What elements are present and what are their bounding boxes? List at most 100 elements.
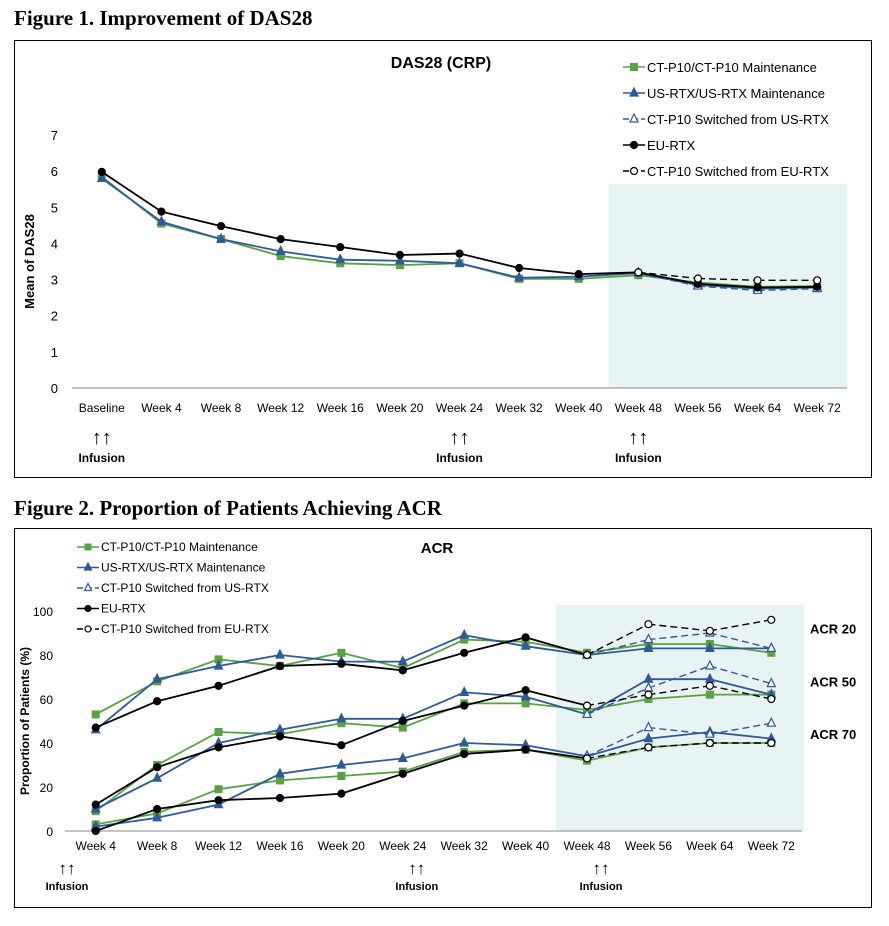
acr-series-5-segment [648, 693, 710, 700]
acr-series-11-segment [648, 731, 710, 740]
x-tick-label: Week 16 [256, 839, 303, 853]
acr-series-1-segment [402, 634, 465, 663]
das28-series-3-point [395, 250, 404, 260]
acr-series-5-point [398, 723, 407, 732]
acr-series-13-segment [218, 797, 280, 802]
das28-series-2-segment [697, 285, 758, 292]
acr-series-13-point [91, 826, 100, 836]
acr-series-3-segment [156, 684, 219, 703]
acr-series-1-segment [525, 645, 588, 656]
acr-series-1-segment [464, 634, 526, 648]
y-tick-label: 3 [51, 273, 58, 288]
das28-line-chart: 0 1 2 3 4 5 6 7 Baseline Week 4 Week 8 Week 12 Week … [22, 55, 847, 465]
das28-series-1-segment [101, 177, 162, 223]
x-tick-label: Week 32 [441, 839, 488, 853]
acr-series-13-point [153, 804, 162, 814]
das28-series-1-segment [399, 259, 460, 265]
group-label-acr70: ACR 70 [810, 727, 856, 742]
das28-series-3-point [515, 263, 524, 273]
das28-series-0-point [395, 261, 404, 270]
x-tick-label: Week 12 [257, 401, 304, 415]
infusion-arrows-1: ↑↑ [450, 427, 470, 449]
das28-series-0-segment [340, 262, 400, 267]
acr-series-5-segment [279, 722, 342, 736]
acr-series-11-segment [156, 803, 219, 819]
x-tick-label: Week 40 [555, 401, 602, 415]
acr-series-8-segment [525, 689, 588, 707]
acr-series-7-point [766, 677, 777, 688]
das28-series-3-segment [697, 283, 758, 289]
das28-series-3-point [753, 283, 762, 292]
chart-title: DAS28 (CRP) [391, 55, 491, 72]
x-tick-label: Week 4 [75, 839, 116, 853]
acr-series-8-segment [95, 766, 158, 806]
das28-series-1-point [96, 172, 107, 182]
das28-series-3-point [336, 242, 345, 252]
acr-series-11-segment [709, 731, 772, 740]
acr-series-11-point [459, 736, 470, 747]
acr-series-6-segment [279, 717, 342, 731]
acr-series-0-point [214, 655, 223, 664]
acr-series-4-point [705, 626, 714, 635]
acr-series-2-point [766, 642, 777, 653]
acr-series-11-segment [341, 757, 403, 766]
legend-label: US-RTX/US-RTX Maintenance [647, 86, 825, 101]
x-tick-label: Week 20 [318, 839, 365, 853]
acr-series-10-segment [279, 775, 342, 782]
acr-series-3-segment [525, 636, 588, 656]
acr-series-1-point [152, 672, 163, 683]
infusion-label-2: Infusion [580, 881, 623, 893]
acr-series-3-point [275, 661, 285, 671]
acr-series-9-point [767, 694, 776, 704]
acr-series-8-segment [279, 735, 342, 747]
acr-series-10-segment [156, 788, 219, 815]
x-tick-label: Week 12 [195, 839, 242, 853]
das28-series-3-segment [638, 271, 699, 285]
acr-series-11-segment [95, 816, 158, 828]
acr-series-4-point [644, 620, 653, 629]
infusion-arrows-0: ↑↑ [59, 859, 76, 878]
das28-series-3-point [276, 234, 285, 244]
y-tick-label: 0 [46, 825, 53, 839]
das28-series-3-point [97, 167, 106, 176]
y-tick-label: 80 [40, 649, 54, 663]
acr-series-6-segment [218, 728, 281, 744]
x-tick-label: Week 32 [496, 401, 543, 415]
acr-series-0-point [460, 635, 469, 644]
y-tick-label: 20 [40, 781, 54, 795]
das28-series-3-segment [399, 252, 460, 256]
acr-series-3-point [214, 681, 223, 690]
acr-series-7-point [704, 659, 715, 670]
acr-series-6-point [152, 771, 163, 782]
das28-series-1-segment [220, 238, 281, 253]
acr-series-13-segment [525, 748, 588, 760]
acr-series-0-point [767, 648, 776, 657]
acr-series-8-point [275, 732, 285, 741]
acr-series-0-segment [341, 651, 404, 670]
acr-series-5-point [644, 695, 653, 703]
acr-series-8-segment [402, 704, 465, 722]
acr-series-8-segment [463, 689, 526, 707]
acr-series-3-point [153, 697, 162, 706]
acr-series-13-segment [464, 748, 526, 755]
acr-series-5-segment [341, 722, 403, 729]
legend-label: CT-P10 Switched from EU-RTX [647, 164, 829, 179]
acr-series-12-point [704, 727, 715, 738]
acr-series-4-point [767, 615, 776, 624]
das28-series-3-segment [459, 252, 520, 269]
acr-series-0-segment [586, 643, 649, 654]
x-tick-label: Week 20 [376, 401, 423, 415]
legend-label: US-RTX/US-RTX Maintenance [101, 561, 266, 575]
das28-series-4-point [813, 276, 822, 285]
acr-series-14-point [705, 738, 714, 748]
acr-series-1-point [520, 639, 531, 650]
das28-series-3-point [157, 207, 166, 216]
acr-series-11-segment [525, 744, 588, 758]
acr-series-5-segment [218, 731, 280, 736]
acr-series-14-point [767, 738, 776, 748]
acr-series-8-point [398, 716, 407, 726]
acr-series-10-segment [648, 742, 710, 749]
das28-series-1-point [514, 271, 525, 282]
acr-series-1-point [459, 628, 470, 639]
acr-series-3-point [91, 723, 100, 732]
